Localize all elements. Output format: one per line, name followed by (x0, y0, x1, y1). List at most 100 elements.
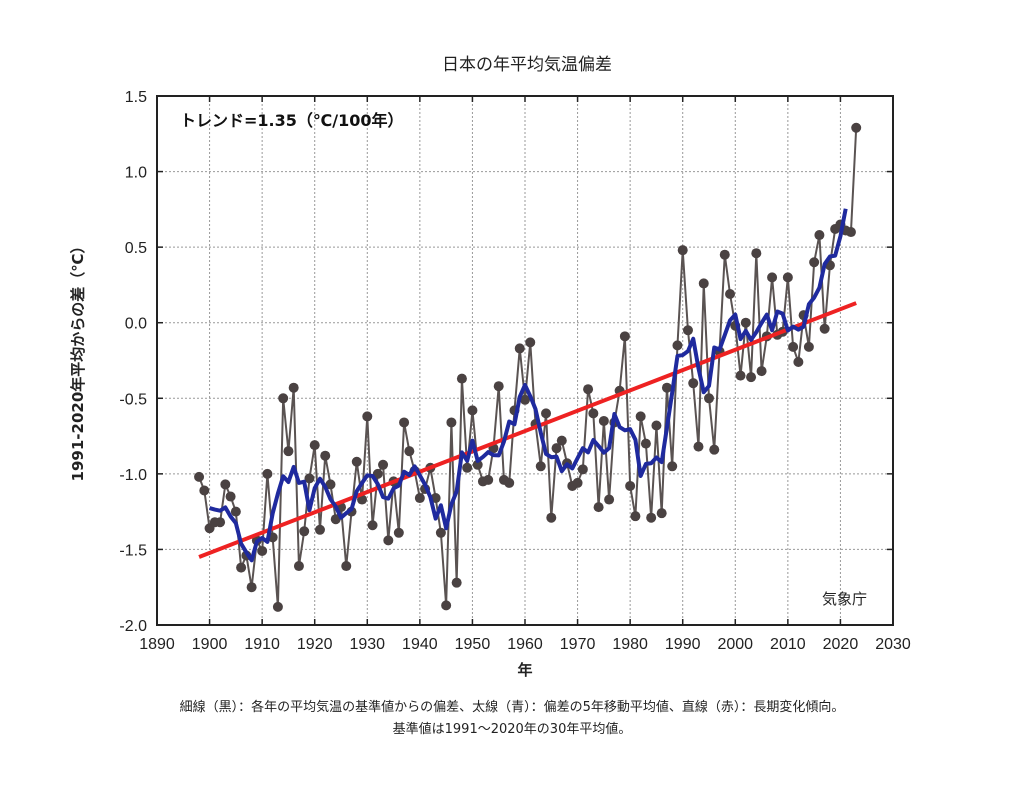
y-tick-label: -2.0 (119, 618, 147, 635)
annual-point (556, 435, 567, 446)
annual-point (393, 527, 404, 538)
annual-point (793, 357, 804, 368)
annual-point (814, 230, 825, 241)
y-axis-label: 1991-2020年平均からの差（℃） (69, 239, 87, 482)
x-tick-label: 1950 (455, 636, 491, 653)
x-tick-label: 1990 (665, 636, 701, 653)
annual-point (441, 600, 452, 611)
annual-point (272, 601, 283, 612)
annual-point (851, 122, 862, 133)
y-tick-label: -1.5 (119, 542, 147, 559)
caption-line-2: 基準値は1991～2020年の30年平均値。 (392, 722, 632, 737)
annual-point (472, 459, 483, 470)
annual-point (341, 561, 352, 572)
annual-point (351, 456, 362, 467)
annual-point (309, 440, 320, 451)
annual-point (619, 331, 630, 342)
y-tick-label: 0.0 (125, 316, 147, 333)
annual-point (320, 450, 331, 461)
annual-point (378, 459, 389, 470)
moving-average-series (209, 208, 848, 563)
annual-point (467, 405, 478, 416)
annual-line (198, 127, 858, 607)
annual-point (667, 461, 678, 472)
annual-point (504, 477, 515, 488)
annual-point (414, 493, 425, 504)
annual-point (746, 372, 757, 383)
annual-point (635, 411, 646, 422)
annual-point (551, 443, 562, 454)
annual-point (483, 474, 494, 485)
annual-point (514, 343, 525, 354)
annual-point (788, 341, 799, 352)
annual-point (625, 480, 636, 491)
annual-point (299, 526, 310, 537)
annual-point (583, 384, 594, 395)
x-tick-label: 1980 (612, 636, 648, 653)
annual-point (646, 512, 657, 523)
annual-point (572, 477, 583, 488)
annual-point (246, 582, 257, 593)
annual-point (225, 491, 236, 502)
annual-point (546, 512, 557, 523)
annual-point (330, 514, 341, 525)
annual-point (446, 417, 457, 428)
annual-point (704, 393, 714, 404)
annual-point (435, 527, 446, 538)
x-tick-label: 1960 (507, 636, 543, 653)
annual-point (535, 461, 546, 472)
grid (157, 96, 893, 625)
annual-point (604, 494, 615, 505)
x-tick-label: 2000 (717, 636, 753, 653)
annual-point (220, 479, 231, 490)
y-tick-label: 1.5 (125, 89, 147, 106)
annual-point (740, 317, 751, 328)
annual-point (456, 373, 467, 384)
annual-point (735, 370, 746, 381)
annual-point (262, 468, 273, 479)
annual-point (399, 417, 410, 428)
annual-point (693, 441, 704, 452)
annual-point (593, 502, 604, 513)
annual-point (362, 411, 373, 422)
annual-point (383, 535, 394, 546)
annual-point (651, 420, 662, 431)
annual-point (404, 446, 415, 457)
annual-point (630, 511, 641, 522)
annual-point (719, 249, 730, 260)
annual-point (293, 561, 304, 572)
annual-series (194, 122, 862, 612)
annual-point (325, 479, 336, 490)
annual-point (725, 288, 736, 299)
annual-point (782, 272, 793, 283)
y-tick-label: 1.0 (125, 165, 147, 182)
annual-point (640, 438, 651, 449)
trend-series (198, 301, 857, 559)
annual-point (520, 394, 530, 405)
x-tick-label: 1890 (139, 636, 175, 653)
annual-point (677, 245, 688, 256)
x-axis: 1890 1900 1910 1920 1930 1940 1950 1960 1970 1980… (139, 96, 911, 653)
y-tick-label: -0.5 (119, 391, 147, 408)
annual-point (525, 337, 536, 348)
annual-point (314, 524, 325, 535)
annual-point (451, 577, 462, 588)
annual-point (672, 340, 683, 351)
annual-point (236, 562, 247, 573)
x-tick-label: 2030 (875, 636, 911, 653)
annual-point (809, 257, 820, 268)
annual-point (493, 381, 504, 392)
annual-point (462, 462, 473, 473)
caption-line-1: 細線（黒）：各年の平均気温の基準値からの偏差、太線（青）：偏差の5年移動平均値、… (179, 700, 845, 715)
annual-point (577, 464, 588, 475)
annual-point (661, 382, 672, 393)
annual-point (257, 545, 268, 556)
x-tick-label: 1900 (192, 636, 228, 653)
annual-point (656, 508, 667, 519)
annual-point (682, 325, 693, 336)
annual-point (288, 382, 299, 393)
x-tick-label: 1940 (402, 636, 438, 653)
trend-line (198, 301, 857, 559)
annual-point (819, 323, 830, 334)
